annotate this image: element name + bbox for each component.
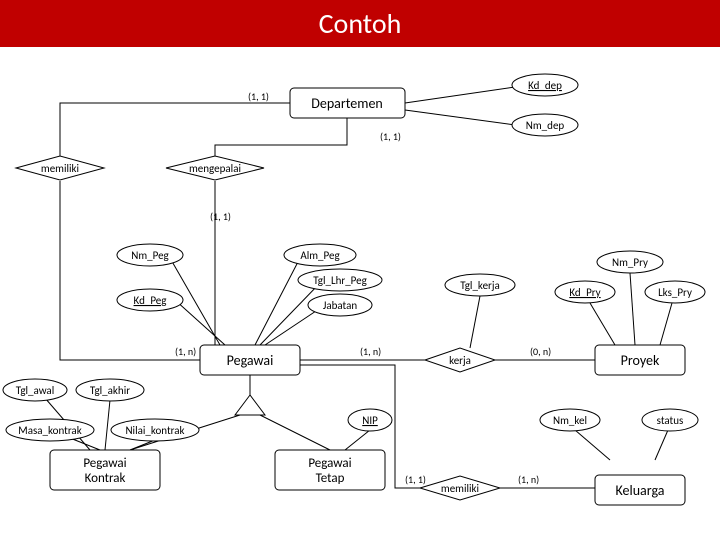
- svg-text:Tgl_kerja: Tgl_kerja: [460, 279, 500, 292]
- rel-kerja: kerja: [425, 348, 495, 372]
- svg-text:Nm_Peg: Nm_Peg: [131, 249, 168, 262]
- svg-text:(1, 1): (1, 1): [405, 473, 426, 486]
- svg-text:Alm_Peg: Alm_Peg: [300, 249, 339, 262]
- svg-text:Kd_Peg: Kd_Peg: [134, 294, 167, 307]
- svg-text:(1, n): (1, n): [518, 473, 539, 486]
- attr-alm-peg: Alm_Peg: [284, 244, 356, 266]
- svg-text:Tgl_akhir: Tgl_akhir: [90, 384, 130, 397]
- isa-triangle: [235, 395, 265, 415]
- svg-text:Nm_kel: Nm_kel: [553, 414, 587, 427]
- svg-text:status: status: [657, 414, 684, 427]
- svg-text:(1, 1): (1, 1): [380, 130, 401, 143]
- svg-text:Pegawai: Pegawai: [308, 456, 351, 471]
- attr-tgl-lhr: Tgl_Lhr_Peg: [298, 269, 382, 291]
- entity-departemen: Departemen: [290, 88, 405, 118]
- entity-pegawai: Pegawai: [200, 345, 300, 375]
- attr-tgl-akhir: Tgl_akhir: [76, 379, 144, 401]
- svg-text:NIP: NIP: [362, 414, 378, 427]
- svg-text:Kd_dep: Kd_dep: [528, 79, 562, 92]
- entity-pegawai-tetap: PegawaiTetap: [275, 450, 385, 490]
- rel-memiliki-dep: memiliki: [16, 156, 104, 180]
- attr-nm-dep: Nm_dep: [512, 114, 578, 136]
- svg-text:Kd_Pry: Kd_Pry: [569, 286, 600, 299]
- svg-text:Tgl_awal: Tgl_awal: [16, 384, 54, 397]
- svg-text:Lks_Pry: Lks_Pry: [658, 286, 692, 299]
- attr-nm-pry: Nm_Pry: [597, 251, 663, 273]
- svg-text:(1, n): (1, n): [360, 345, 381, 358]
- attr-tgl-awal: Tgl_awal: [3, 379, 67, 401]
- svg-text:Nilai_kontrak: Nilai_kontrak: [125, 424, 184, 437]
- rel-mengepalai: mengepalai: [166, 156, 264, 180]
- svg-text:Keluarga: Keluarga: [616, 482, 665, 499]
- svg-text:mengepalai: mengepalai: [189, 162, 241, 175]
- svg-text:Departemen: Departemen: [311, 95, 383, 112]
- svg-text:Kontrak: Kontrak: [85, 471, 126, 486]
- attr-nm-kel: Nm_kel: [540, 409, 600, 431]
- svg-text:(1, 1): (1, 1): [210, 210, 231, 223]
- attr-masa-kontrak: Masa_kontrak: [6, 419, 94, 441]
- svg-text:Masa_kontrak: Masa_kontrak: [18, 424, 81, 437]
- attributes: Kd_dep Nm_dep Nm_Peg Kd_Peg Alm_Peg Tgl_…: [3, 74, 705, 441]
- svg-text:Nm_Pry: Nm_Pry: [612, 256, 648, 269]
- attr-kd-peg: Kd_Peg: [117, 289, 183, 311]
- attr-kd-dep: Kd_dep: [512, 74, 578, 96]
- svg-text:memiliki: memiliki: [41, 162, 79, 175]
- attr-jabatan: Jabatan: [308, 294, 372, 316]
- entity-proyek: Proyek: [595, 345, 685, 375]
- attr-tgl-kerja: Tgl_kerja: [445, 274, 515, 296]
- svg-text:Jabatan: Jabatan: [323, 299, 358, 312]
- attr-nip: NIP: [348, 409, 392, 431]
- entity-keluarga: Keluarga: [595, 475, 685, 505]
- attr-lks-pry: Lks_Pry: [645, 281, 705, 303]
- rel-memiliki-kel: memiliki: [420, 476, 500, 500]
- svg-text:Nm_dep: Nm_dep: [526, 119, 565, 132]
- svg-text:memiliki: memiliki: [441, 482, 479, 495]
- svg-text:Tetap: Tetap: [316, 471, 345, 486]
- attr-nm-peg: Nm_Peg: [117, 244, 183, 266]
- attr-kd-pry: Kd_Pry: [555, 281, 615, 303]
- svg-text:(1, 1): (1, 1): [248, 90, 269, 103]
- er-diagram: Departemen Pegawai Proyek Keluarga Pegaw…: [0, 0, 720, 540]
- svg-text:Pegawai: Pegawai: [227, 352, 274, 369]
- svg-text:(0, n): (0, n): [530, 345, 551, 358]
- svg-text:Tgl_Lhr_Peg: Tgl_Lhr_Peg: [313, 274, 367, 287]
- svg-text:(1, n): (1, n): [175, 345, 196, 358]
- svg-text:Proyek: Proyek: [621, 352, 660, 369]
- entity-pegawai-kontrak: PegawaiKontrak: [50, 450, 160, 490]
- attr-nilai-kontrak: Nilai_kontrak: [111, 419, 199, 441]
- svg-text:Pegawai: Pegawai: [83, 456, 126, 471]
- attr-status: status: [642, 409, 698, 431]
- svg-text:kerja: kerja: [449, 354, 471, 367]
